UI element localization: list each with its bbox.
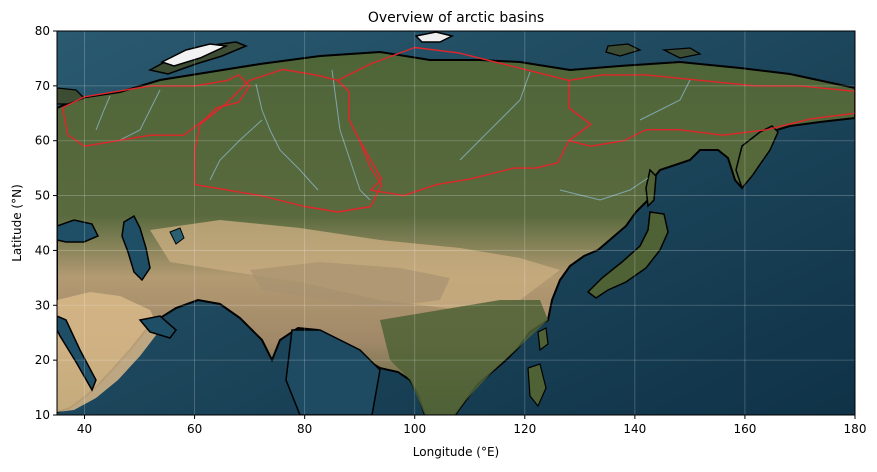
basin-outline-4	[568, 74, 855, 147]
caspian-sea	[121, 214, 151, 282]
taiwan-island	[537, 327, 549, 352]
river-kolyma	[639, 79, 691, 121]
arabia-desert	[57, 292, 160, 412]
black-sea	[57, 219, 100, 243]
sakhalin-island	[645, 168, 657, 208]
x-tick-label-100: 100	[403, 422, 426, 436]
map-background	[57, 31, 855, 415]
persian-gulf	[138, 315, 178, 339]
x-tick-label-60: 60	[187, 422, 202, 436]
wrangel-island	[661, 47, 702, 59]
y-tick-label-70: 70	[35, 79, 50, 93]
river-dvina	[95, 95, 111, 131]
river-network	[95, 69, 691, 201]
river-amur	[559, 177, 649, 201]
river-pechora	[119, 89, 161, 141]
south-asia-forest	[380, 300, 548, 415]
basin-outline-1	[61, 74, 251, 147]
x-tick-label-160: 160	[733, 422, 756, 436]
tibet-plateau	[250, 262, 450, 308]
severnaya-zemlya	[414, 31, 455, 43]
river-yenisei	[331, 69, 371, 201]
x-tick-label-180: 180	[844, 422, 867, 436]
river-lena	[459, 71, 531, 161]
y-tick-label-10: 10	[35, 408, 50, 422]
svalbard-ice	[160, 43, 229, 67]
x-tick-label-80: 80	[297, 422, 312, 436]
x-tick-label-40: 40	[77, 422, 92, 436]
y-axis-label: Latitude (°N)	[10, 184, 24, 262]
y-tick-label-40: 40	[35, 243, 50, 257]
map-title: Overview of arctic basins	[368, 10, 544, 26]
x-tick-label-120: 120	[513, 422, 536, 436]
x-axis-label: Longitude (°E)	[413, 445, 499, 459]
basin-outline-2	[193, 68, 383, 213]
eurasia-landmass	[57, 50, 855, 415]
x-tick-label-140: 140	[623, 422, 646, 436]
new-siberian-islands	[605, 43, 642, 57]
y-tick-label-20: 20	[35, 353, 50, 367]
philippines-islands	[527, 363, 547, 408]
river-irtysh	[209, 119, 263, 181]
bay-of-bengal	[285, 329, 381, 415]
y-tick-label-30: 30	[35, 298, 50, 312]
axis-ticks: 40 60 80 100 120 140 160 180 10 20 30 40 50 60 70 80	[35, 24, 867, 436]
basin-outline-3	[337, 46, 592, 197]
y-tick-label-60: 60	[35, 134, 50, 148]
aral-sea	[169, 227, 185, 245]
axes-frame	[56, 30, 856, 416]
red-sea	[57, 315, 97, 392]
basin-outlines	[61, 46, 855, 213]
grid-lines	[57, 31, 855, 415]
river-ob	[255, 83, 319, 191]
y-tick-label-80: 80	[35, 24, 50, 38]
japan-islands	[586, 211, 669, 299]
y-tick-label-50: 50	[35, 189, 50, 203]
